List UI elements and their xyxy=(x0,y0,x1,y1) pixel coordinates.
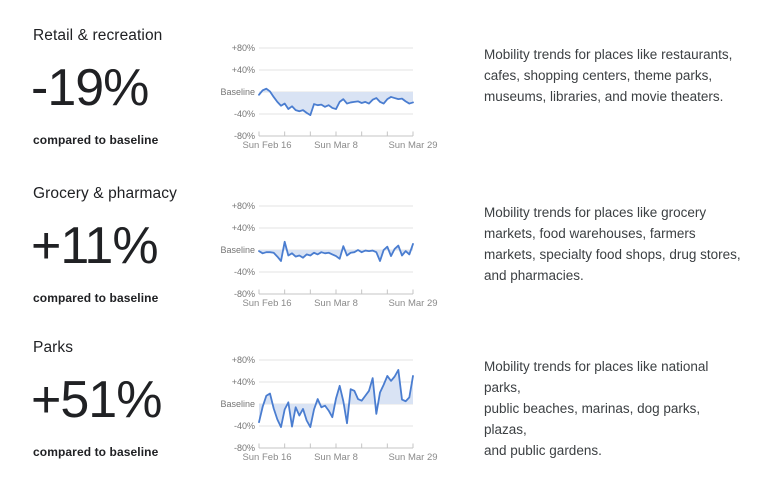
x-axis-label: Sun Mar 8 xyxy=(314,452,358,463)
y-axis-label: +40% xyxy=(232,223,255,233)
baseline-difference-area xyxy=(259,241,413,261)
baseline-caption: compared to baseline xyxy=(33,133,159,147)
x-axis-label: Sun Mar 8 xyxy=(314,140,358,151)
y-axis-label: +80% xyxy=(232,201,255,211)
section-description: Mobility trends for places like grocery … xyxy=(484,205,741,283)
line-chart: +80% +40% Baseline -40% -80%Sun Feb 16 Sun Ma… xyxy=(220,43,437,151)
section-retail-recreation: Retail & recreation -19% compared to bas… xyxy=(0,15,759,169)
section-parks: Parks +51% compared to baseline +80% +40%… xyxy=(0,327,759,481)
y-axis-label: -80% xyxy=(234,289,255,299)
x-axis-label: Sun Feb 16 xyxy=(242,298,291,309)
x-axis-label: Sun Mar 29 xyxy=(388,298,437,309)
y-axis-label: -40% xyxy=(234,421,255,431)
line-chart: +80% +40% Baseline -40% -80%Sun Feb 16 Sun Ma… xyxy=(220,201,437,309)
y-axis-label: +80% xyxy=(232,355,255,365)
headline-value: -19% xyxy=(31,59,149,117)
y-axis-label: -40% xyxy=(234,109,255,119)
y-axis-label: +80% xyxy=(232,43,255,53)
y-axis-label: -80% xyxy=(234,443,255,453)
headline-value: +11% xyxy=(31,217,159,275)
x-axis-label: Sun Mar 8 xyxy=(314,298,358,309)
section-description: Mobility trends for places like national… xyxy=(484,359,709,458)
baseline-caption: compared to baseline xyxy=(33,445,159,459)
section-title: Retail & recreation xyxy=(33,27,163,44)
baseline-caption: compared to baseline xyxy=(33,291,159,305)
section-grocery-pharmacy: Grocery & pharmacy +11% compared to base… xyxy=(0,173,759,327)
baseline-difference-area xyxy=(259,88,413,116)
x-axis-label: Sun Mar 29 xyxy=(388,140,437,151)
trend-line xyxy=(258,240,414,262)
section-description: Mobility trends for places like restaura… xyxy=(484,47,733,104)
section-title: Grocery & pharmacy xyxy=(33,185,177,202)
x-axis-label: Sun Mar 29 xyxy=(388,452,437,463)
line-chart: +80% +40% Baseline -40% -80%Sun Feb 16 Sun Ma… xyxy=(220,355,437,463)
y-axis-label: -80% xyxy=(234,131,255,141)
x-axis-label: Sun Feb 16 xyxy=(242,452,291,463)
y-axis-label: Baseline xyxy=(220,399,255,409)
x-axis-label: Sun Feb 16 xyxy=(242,140,291,151)
y-axis-label: +40% xyxy=(232,65,255,75)
headline-value: +51% xyxy=(31,371,162,429)
trend-chart-parks: +80% +40% Baseline -40% -80% Sun Feb 16 Sun Ma… xyxy=(211,350,445,470)
trend-line xyxy=(258,87,414,116)
section-title: Parks xyxy=(33,339,74,356)
y-axis-label: Baseline xyxy=(220,245,255,255)
trend-chart-retail: +80% +40% Baseline -40% -80% Sun Feb 16 Sun Ma… xyxy=(211,38,445,158)
y-axis-label: Baseline xyxy=(220,87,255,97)
trend-chart-grocery: +80% +40% Baseline -40% -80% Sun Feb 16 Sun Ma… xyxy=(211,196,445,316)
trend-line xyxy=(258,369,414,428)
y-axis-label: +40% xyxy=(232,377,255,387)
y-axis-label: -40% xyxy=(234,267,255,277)
